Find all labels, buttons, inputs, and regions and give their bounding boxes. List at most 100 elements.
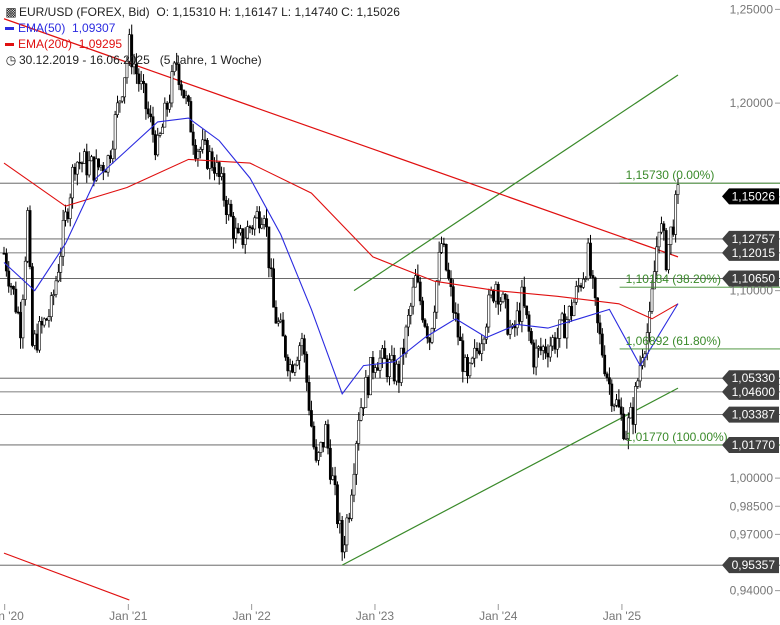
candle-body	[399, 347, 403, 383]
candle-body	[75, 161, 79, 175]
candle-body	[449, 278, 453, 287]
candle-body	[239, 228, 242, 234]
candle-body	[636, 380, 640, 387]
horizontal-levels	[0, 182, 780, 566]
candle-body	[404, 326, 408, 355]
candle-body	[529, 331, 533, 344]
candle-body	[269, 267, 273, 270]
legend-ema200[interactable]: EMA(200) 1,09295	[5, 37, 122, 51]
candle-body	[236, 227, 240, 234]
candle-body	[600, 333, 604, 356]
candle-body	[165, 102, 169, 110]
candle-body	[470, 357, 474, 364]
candle-body	[163, 102, 167, 128]
legend-ema50[interactable]: EMA(50) 1,09307	[5, 21, 115, 35]
candle-body	[570, 306, 573, 316]
candle-body	[650, 288, 654, 312]
level-badge-box	[722, 270, 779, 287]
candle-body	[16, 311, 20, 314]
candle-body	[23, 260, 27, 300]
candle-body	[660, 223, 663, 233]
candle-body	[553, 337, 557, 350]
x-tick-label: Jan '25	[603, 609, 642, 623]
candle-body	[253, 217, 257, 230]
level-badge-text: 1,12757	[732, 232, 776, 246]
candle-body	[187, 95, 190, 102]
candle-body	[591, 275, 595, 279]
candle-body	[229, 203, 233, 217]
candle-body	[184, 95, 188, 99]
candle-body	[94, 158, 98, 181]
fib-label: 1,06892 (61.80%)	[626, 334, 721, 348]
candle-body	[577, 285, 581, 287]
candle-body	[480, 343, 484, 354]
candle-body	[279, 319, 283, 322]
candle-body	[314, 446, 318, 461]
candle-body	[234, 227, 238, 239]
instrument-line: ▩ EUR/USD (FOREX, Bid) O: 1,15310 H: 1,16…	[5, 5, 400, 19]
candle-body	[21, 299, 25, 339]
candle-body	[376, 367, 380, 371]
candle-body	[624, 438, 628, 440]
candle-body	[196, 151, 200, 159]
level-badge-text: 1,12015	[732, 246, 776, 260]
candle-body	[2, 252, 6, 255]
candle-body	[608, 377, 611, 385]
candle-body	[435, 280, 439, 313]
level-badge-box	[722, 230, 779, 247]
ema200-value: 1,09295	[78, 37, 123, 51]
candle-body	[272, 268, 276, 308]
candle-body	[525, 305, 529, 316]
candle-body	[106, 155, 110, 173]
candle-body	[397, 363, 401, 383]
candle-body	[416, 275, 420, 283]
moving-averages	[3, 117, 679, 395]
candle-body	[456, 313, 460, 338]
candle-body	[579, 285, 583, 288]
candle-body	[631, 407, 635, 425]
candle-body	[421, 300, 424, 321]
trend-line-red	[3, 552, 130, 601]
candle-body	[284, 335, 287, 358]
y-axis: 1,250001,200001,150001,100001,050001,000…	[730, 2, 780, 598]
candle-body	[59, 255, 63, 273]
candle-body	[489, 290, 493, 296]
candle-body	[302, 338, 306, 355]
candle-body	[130, 34, 134, 68]
candle-body	[182, 89, 186, 99]
ema50-value: 1,09307	[72, 21, 116, 35]
candle-body	[622, 413, 626, 440]
candle-body	[210, 151, 214, 168]
candle-body	[109, 155, 112, 159]
candle-body	[501, 293, 505, 302]
candle-body	[217, 162, 221, 177]
candle-body	[123, 77, 127, 98]
ema200-swatch	[5, 43, 14, 47]
candle-body	[634, 386, 637, 425]
x-tick-label: Jan '20	[0, 609, 24, 623]
candle-body	[425, 326, 429, 339]
candle-body	[565, 319, 569, 339]
candle-body	[657, 231, 661, 248]
candle-body	[442, 243, 446, 246]
candle-body	[194, 144, 197, 159]
candle-body	[544, 346, 547, 354]
current-price-badge-text: 1,15026	[732, 189, 776, 203]
candle-body	[168, 102, 171, 110]
candle-body	[612, 404, 616, 407]
date-range-line: ◷ 30.12.2019 - 16.06.2025 (5 Jahre, 1 Woc…	[5, 53, 262, 67]
candle-body	[201, 139, 205, 150]
fib-label: 1,10184 (38.20%)	[626, 272, 721, 286]
candle-body	[454, 312, 458, 314]
candle-body	[411, 286, 415, 307]
candle-body	[331, 475, 335, 480]
candle-body	[428, 337, 432, 343]
candle-body	[203, 139, 207, 142]
candle-body	[414, 275, 417, 288]
candle-body	[388, 359, 391, 378]
level-badge-text: 1,04600	[732, 385, 776, 399]
candle-body	[664, 230, 668, 271]
candlestick-icon: ▩	[5, 5, 17, 19]
candle-body	[161, 126, 164, 134]
